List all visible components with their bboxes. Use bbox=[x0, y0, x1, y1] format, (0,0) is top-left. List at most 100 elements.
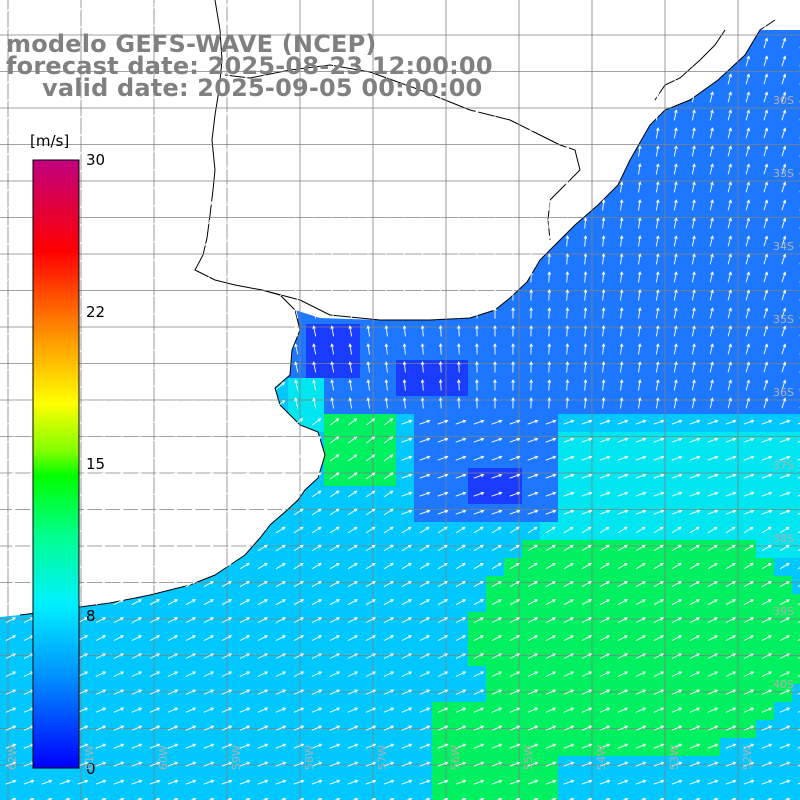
wind-arrow bbox=[222, 38, 230, 49]
wind-arrow bbox=[168, 38, 176, 49]
wind-arrow bbox=[185, 635, 197, 641]
wind-arrow bbox=[186, 56, 194, 67]
wind-arrow bbox=[276, 110, 284, 120]
wind-arrow bbox=[565, 253, 570, 265]
wind-arrow bbox=[527, 743, 539, 749]
wind-cell bbox=[792, 252, 800, 271]
wind-arrow bbox=[709, 289, 714, 301]
wind-arrow bbox=[28, 797, 35, 800]
wind-arrow bbox=[149, 472, 160, 480]
wind-arrow bbox=[239, 436, 250, 444]
wind-arrow bbox=[113, 508, 124, 516]
wind-arrow bbox=[727, 163, 732, 175]
wind-arrow bbox=[529, 397, 533, 409]
wind-arrow bbox=[563, 743, 575, 749]
wind-arrow bbox=[384, 37, 389, 49]
wind-arrow bbox=[473, 707, 485, 713]
wind-arrow bbox=[527, 653, 539, 659]
wind-arrow bbox=[383, 743, 395, 749]
wind-arrow bbox=[784, 797, 791, 800]
wind-arrow bbox=[402, 181, 407, 193]
wind-arrow bbox=[671, 707, 683, 713]
wind-arrow bbox=[475, 37, 479, 49]
wind-cell bbox=[792, 144, 800, 163]
lon-label: 54W bbox=[595, 745, 608, 770]
wind-arrow bbox=[761, 725, 773, 731]
wind-arrow bbox=[473, 653, 485, 659]
wind-arrow bbox=[185, 526, 196, 534]
wind-arrow bbox=[781, 55, 787, 67]
wind-arrow bbox=[473, 526, 484, 534]
wind-arrow bbox=[761, 779, 773, 785]
wind-arrow bbox=[96, 56, 104, 67]
wind-arrow bbox=[455, 707, 467, 713]
wind-arrow bbox=[186, 309, 195, 318]
wind-arrow bbox=[437, 779, 449, 785]
wind-arrow bbox=[366, 73, 371, 85]
wind-arrow bbox=[113, 454, 124, 462]
wind-arrow bbox=[550, 797, 557, 800]
wind-arrow bbox=[240, 255, 249, 264]
wind-arrows bbox=[5, 1, 800, 800]
wind-arrow bbox=[619, 307, 624, 319]
wind-arrow bbox=[563, 455, 575, 461]
wind-arrow bbox=[221, 779, 233, 785]
wind-arrow bbox=[132, 291, 141, 300]
wind-arrow bbox=[365, 671, 377, 677]
wind-arrow bbox=[424, 797, 431, 800]
wind-arrow bbox=[347, 761, 359, 767]
wind-arrow bbox=[348, 397, 353, 409]
wind-arrow bbox=[509, 689, 521, 695]
wind-arrow bbox=[707, 635, 719, 641]
wind-arrow bbox=[113, 581, 124, 588]
wind-arrow bbox=[77, 490, 88, 498]
colorbar bbox=[32, 159, 80, 769]
wind-arrow bbox=[96, 128, 104, 138]
wind-arrow bbox=[601, 271, 606, 283]
wind-arrow bbox=[565, 397, 570, 409]
wind-arrow bbox=[653, 725, 665, 731]
wind-arrow bbox=[114, 382, 124, 390]
wind-arrow bbox=[581, 761, 593, 767]
wind-arrow bbox=[779, 761, 791, 767]
wind-arrow bbox=[78, 74, 86, 85]
wind-arrow bbox=[745, 235, 751, 247]
wind-arrow bbox=[545, 509, 557, 515]
wind-arrow bbox=[401, 725, 413, 731]
wind-arrow bbox=[673, 109, 678, 121]
wind-arrow bbox=[113, 617, 125, 623]
wind-arrow bbox=[186, 201, 195, 210]
wind-arrow bbox=[635, 491, 647, 497]
wind-arrow bbox=[420, 397, 425, 409]
wind-arrow bbox=[781, 19, 787, 31]
wind-arrow bbox=[419, 455, 431, 461]
wind-arrow bbox=[96, 382, 106, 390]
wind-arrow bbox=[275, 761, 287, 767]
wind-arrow bbox=[293, 454, 304, 462]
wind-cell bbox=[180, 792, 199, 800]
wind-arrow bbox=[186, 164, 195, 174]
wind-arrow bbox=[312, 199, 317, 211]
wind-arrow bbox=[619, 235, 624, 247]
wind-arrow bbox=[42, 110, 50, 120]
wind-arrow bbox=[78, 56, 86, 67]
wind-arrow bbox=[779, 473, 791, 479]
wind-arrow bbox=[511, 163, 515, 175]
wind-arrow bbox=[709, 19, 714, 31]
wind-arrow bbox=[694, 797, 701, 800]
wind-arrow bbox=[529, 91, 533, 103]
wind-arrow bbox=[563, 761, 575, 767]
wind-arrow bbox=[347, 581, 358, 588]
wind-arrow bbox=[366, 19, 371, 31]
wind-arrow bbox=[365, 472, 376, 480]
wind-arrow bbox=[509, 544, 520, 552]
wind-arrow bbox=[167, 508, 178, 516]
wind-arrow bbox=[583, 19, 588, 31]
wind-arrow bbox=[761, 491, 773, 497]
wind-arrow bbox=[257, 581, 268, 588]
wind-arrow bbox=[420, 109, 425, 121]
wind-arrow bbox=[689, 635, 701, 641]
wind-cell bbox=[414, 792, 433, 800]
wind-arrow bbox=[565, 73, 570, 85]
